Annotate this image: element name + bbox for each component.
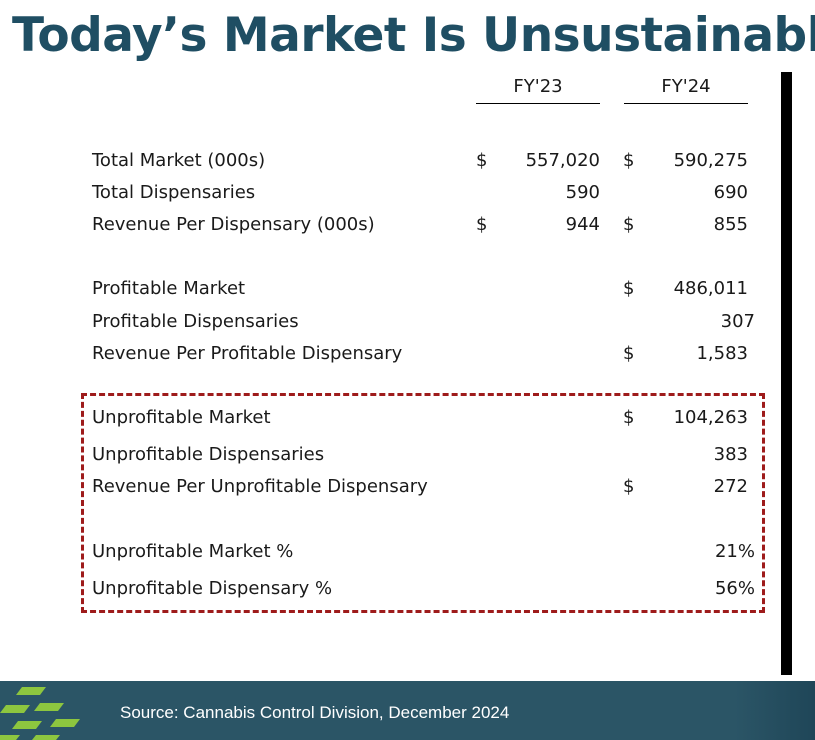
- row-label: Revenue Per Profitable Dispensary: [92, 343, 403, 364]
- row-label: Total Dispensaries: [92, 182, 256, 203]
- row-label: Profitable Dispensaries: [92, 311, 299, 332]
- footer-shade: [735, 681, 815, 740]
- fy24-dollar-sign: $: [623, 343, 635, 364]
- fy23-dollar-sign: $: [476, 214, 488, 235]
- fy24-value: 104,263: [673, 407, 748, 428]
- table-row: Profitable Market $ 486,011: [0, 277, 781, 301]
- column-header-fy23: FY'23: [476, 76, 600, 104]
- table-row: Unprofitable Dispensary % 56%: [0, 577, 781, 601]
- unprofitable-highlight-box: [81, 393, 765, 613]
- table-row: Unprofitable Dispensaries 383: [0, 443, 781, 467]
- vertical-divider-bar: [781, 72, 792, 675]
- fy24-dollar-sign: $: [623, 407, 635, 428]
- fy23-value: 557,020: [525, 150, 600, 171]
- row-label: Total Market (000s): [92, 150, 266, 171]
- fy24-value: 690: [713, 182, 748, 203]
- fy24-dollar-sign: $: [623, 278, 635, 299]
- table-row: Total Dispensaries 590 690: [0, 181, 781, 205]
- fy23-value: 590: [565, 182, 600, 203]
- fy24-value: 307: [720, 311, 755, 332]
- row-label: Unprofitable Market: [92, 407, 271, 428]
- row-label: Unprofitable Market %: [92, 541, 294, 562]
- row-label: Revenue Per Unprofitable Dispensary: [92, 476, 428, 497]
- table-row: Revenue Per Unprofitable Dispensary $ 27…: [0, 475, 781, 499]
- table-row: Revenue Per Dispensary (000s) $ 944 $ 85…: [0, 213, 781, 237]
- leaf-logo-icon: [0, 687, 80, 740]
- table-row: Unprofitable Market $ 104,263: [0, 406, 781, 430]
- fy23-dollar-sign: $: [476, 150, 488, 171]
- fy24-dollar-sign: $: [623, 476, 635, 497]
- fy24-value: 383: [713, 444, 748, 465]
- table-row: Total Market (000s) $ 557,020 $ 590,275: [0, 149, 781, 173]
- fy24-value: 272: [713, 476, 748, 497]
- row-label: Revenue Per Dispensary (000s): [92, 214, 375, 235]
- footer-bar: Source: Cannabis Control Division, Decem…: [0, 681, 815, 740]
- fy24-dollar-sign: $: [623, 150, 635, 171]
- table-row: Unprofitable Market % 21%: [0, 540, 781, 564]
- fy24-value: 855: [713, 214, 748, 235]
- fy24-value: 486,011: [673, 278, 748, 299]
- fy24-dollar-sign: $: [623, 214, 635, 235]
- row-label: Unprofitable Dispensaries: [92, 444, 325, 465]
- table-row: Profitable Dispensaries 307: [0, 310, 781, 334]
- fy23-value: 944: [565, 214, 600, 235]
- table-row: Revenue Per Profitable Dispensary $ 1,58…: [0, 342, 781, 366]
- row-label: Profitable Market: [92, 278, 246, 299]
- page-title: Today’s Market Is Unsustainable: [12, 8, 815, 63]
- column-header-fy24: FY'24: [624, 76, 748, 104]
- fy24-value: 590,275: [673, 150, 748, 171]
- fy24-value: 1,583: [696, 343, 748, 364]
- fy24-value: 21%: [714, 541, 755, 562]
- source-note: Source: Cannabis Control Division, Decem…: [120, 703, 510, 722]
- fy24-value: 56%: [714, 578, 755, 599]
- row-label: Unprofitable Dispensary %: [92, 578, 333, 599]
